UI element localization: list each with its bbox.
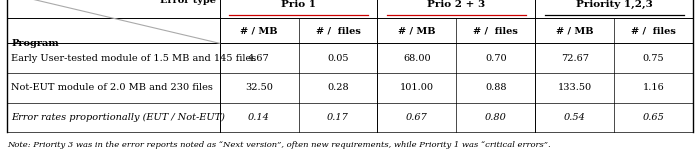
Text: 0.67: 0.67	[406, 113, 428, 122]
Text: # /  files: # / files	[631, 26, 676, 35]
Text: 72.67: 72.67	[561, 54, 589, 63]
Text: Program: Program	[11, 39, 59, 48]
Text: 0.28: 0.28	[327, 83, 349, 92]
Text: 0.88: 0.88	[485, 83, 507, 92]
Text: Early User-tested module of 1.5 MB and 145 files: Early User-tested module of 1.5 MB and 1…	[11, 54, 256, 63]
Text: 0.54: 0.54	[564, 113, 586, 122]
Text: # / MB: # / MB	[556, 26, 594, 35]
Text: # / MB: # / MB	[240, 26, 278, 35]
Text: # / MB: # / MB	[398, 26, 435, 35]
Text: Note: Priority 3 was in the error reports noted as “Next version”, often new req: Note: Priority 3 was in the error report…	[7, 141, 551, 149]
Text: 0.05: 0.05	[327, 54, 349, 63]
Text: Priority 1,2,3: Priority 1,2,3	[575, 0, 652, 9]
Text: 68.00: 68.00	[403, 54, 430, 63]
Text: # /  files: # / files	[316, 26, 360, 35]
Text: Error rates proportionally (EUT / Not-EUT): Error rates proportionally (EUT / Not-EU…	[11, 113, 225, 122]
Text: Prio 1: Prio 1	[281, 0, 316, 9]
Text: 32.50: 32.50	[245, 83, 273, 92]
Text: 1.16: 1.16	[643, 83, 664, 92]
Text: 0.70: 0.70	[485, 54, 507, 63]
Text: Not-EUT module of 2.0 MB and 230 files: Not-EUT module of 2.0 MB and 230 files	[11, 83, 213, 92]
Text: 0.75: 0.75	[643, 54, 664, 63]
Text: 0.17: 0.17	[327, 113, 349, 122]
Text: 101.00: 101.00	[400, 83, 434, 92]
Text: 4.67: 4.67	[248, 54, 270, 63]
Text: 0.65: 0.65	[643, 113, 664, 122]
Text: 0.14: 0.14	[248, 113, 270, 122]
Text: 0.80: 0.80	[485, 113, 507, 122]
Text: Prio 2 + 3: Prio 2 + 3	[427, 0, 485, 9]
Text: Error type: Error type	[160, 0, 216, 5]
Text: # /  files: # / files	[473, 26, 518, 35]
Text: 133.50: 133.50	[558, 83, 591, 92]
